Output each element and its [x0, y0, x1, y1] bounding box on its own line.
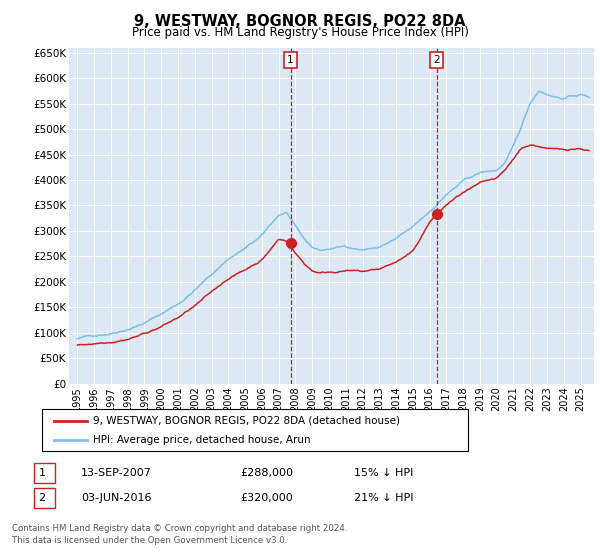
Text: 1: 1 [287, 55, 294, 66]
Text: Price paid vs. HM Land Registry's House Price Index (HPI): Price paid vs. HM Land Registry's House … [131, 26, 469, 39]
Text: HPI: Average price, detached house, Arun: HPI: Average price, detached house, Arun [93, 435, 311, 445]
Text: 9, WESTWAY, BOGNOR REGIS, PO22 8DA: 9, WESTWAY, BOGNOR REGIS, PO22 8DA [134, 14, 466, 29]
Text: 03-JUN-2016: 03-JUN-2016 [81, 493, 151, 503]
Text: 2: 2 [38, 493, 46, 503]
Text: 21% ↓ HPI: 21% ↓ HPI [354, 493, 413, 503]
Text: 1: 1 [38, 468, 46, 478]
Text: £288,000: £288,000 [240, 468, 293, 478]
Text: 15% ↓ HPI: 15% ↓ HPI [354, 468, 413, 478]
Text: 2: 2 [433, 55, 440, 66]
Text: £320,000: £320,000 [240, 493, 293, 503]
Text: 9, WESTWAY, BOGNOR REGIS, PO22 8DA (detached house): 9, WESTWAY, BOGNOR REGIS, PO22 8DA (deta… [93, 416, 400, 426]
Text: 13-SEP-2007: 13-SEP-2007 [81, 468, 152, 478]
Text: Contains HM Land Registry data © Crown copyright and database right 2024.
This d: Contains HM Land Registry data © Crown c… [12, 524, 347, 545]
